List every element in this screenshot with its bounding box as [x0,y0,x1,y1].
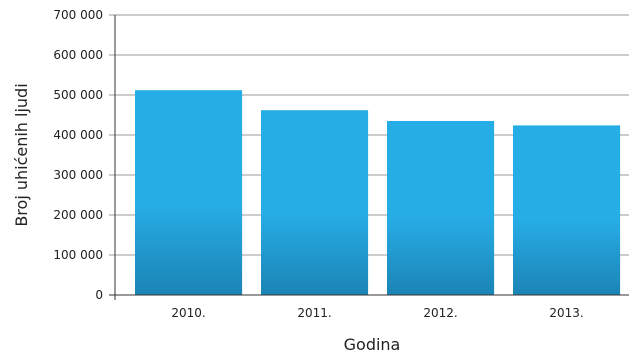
y-tick-label: 700 000 [53,8,103,22]
bars [135,90,621,296]
y-tick-label: 500 000 [53,88,103,102]
y-tick-label: 100 000 [53,248,103,262]
bar-2012 [387,121,495,295]
y-tick-label: 400 000 [53,128,103,142]
x-tick-label: 2010. [171,306,205,320]
y-axis-title: Broj uhićenih ljudi [12,83,31,226]
x-tick-labels: 2010. 2011. 2012. 2013. [171,306,583,320]
y-tick-label: 600 000 [53,48,103,62]
y-tick-label: 200 000 [53,208,103,222]
bar-2013 [513,125,621,296]
x-tick-label: 2012. [423,306,457,320]
bar-2010 [135,90,243,295]
bar-2011 [261,110,369,295]
x-tick-label: 2013. [549,306,583,320]
axes [109,15,629,300]
y-tick-labels: 0 100 000 200 000 300 000 400 000 500 000 600 … [53,8,103,302]
x-tick-label: 2011. [297,306,331,320]
y-tick-label: 300 000 [53,168,103,182]
y-tick-label: 0 [95,288,103,302]
x-axis-title: Godina [344,335,401,352]
